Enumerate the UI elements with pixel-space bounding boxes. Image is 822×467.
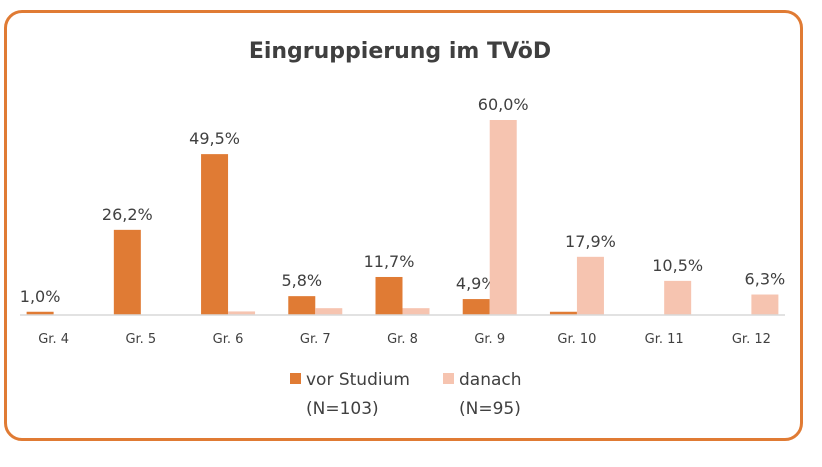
chart-title: Eingruppierung im TVöD	[249, 39, 551, 64]
bar-vor-studium-4	[288, 296, 316, 315]
x-tick-label-9: Gr. 12	[732, 332, 771, 347]
chart-frame	[4, 10, 803, 441]
data-label-danach-9: 6,3%	[745, 270, 786, 289]
legend-swatch-danach	[443, 373, 454, 384]
bar-vor-studium-3	[201, 154, 229, 315]
data-label-vor-studium-3: 49,5%	[189, 129, 240, 148]
bar-danach-9	[751, 294, 779, 315]
x-tick-label-1: Gr. 4	[38, 332, 69, 347]
bar-vor-studium-1	[26, 311, 54, 315]
x-tick-label-2: Gr. 5	[125, 332, 156, 347]
bar-danach-3	[228, 311, 256, 315]
legend-label-danach: danach	[459, 370, 522, 390]
bars-group: 1,0% 26,2% 49,5% 5,8% 11,7% 4,9% 60,0% 17,9% 10,…	[20, 95, 785, 315]
x-tick-label-5: Gr. 8	[387, 332, 418, 347]
bar-danach-8	[664, 280, 692, 315]
legend: vor Studium (N=103) danach (N=95)	[290, 370, 522, 419]
bar-vor-studium-6	[462, 299, 490, 315]
data-label-vor-studium-1: 1,0%	[20, 287, 61, 306]
data-label-vor-studium-2: 26,2%	[102, 205, 153, 224]
bar-vor-studium-7	[549, 311, 577, 315]
legend-label-vor-studium: vor Studium	[306, 370, 410, 390]
data-label-vor-studium-6: 4,9%	[456, 274, 497, 293]
bar-vor-studium-5	[375, 276, 403, 315]
data-label-vor-studium-5: 11,7%	[364, 252, 415, 271]
x-tick-label-4: Gr. 7	[300, 332, 331, 347]
x-tick-labels: Gr. 4 Gr. 5 Gr. 6 Gr. 7 Gr. 8 Gr. 9 Gr. 10 Gr. …	[38, 332, 771, 347]
x-tick-label-6: Gr. 9	[474, 332, 505, 347]
data-label-danach-6: 60,0%	[478, 95, 529, 114]
data-label-vor-studium-4: 5,8%	[281, 271, 322, 290]
x-tick-label-8: Gr. 11	[645, 332, 684, 347]
bar-danach-7	[576, 256, 604, 315]
bar-danach-5	[402, 308, 430, 315]
x-tick-label-7: Gr. 10	[557, 332, 596, 347]
data-label-danach-8: 10,5%	[652, 256, 703, 275]
bar-danach-6	[489, 120, 517, 315]
legend-swatch-vor-studium	[290, 373, 301, 384]
bar-vor-studium-2	[113, 229, 141, 315]
legend-n-vor-studium: (N=103)	[306, 399, 379, 419]
x-tick-label-3: Gr. 6	[213, 332, 244, 347]
legend-n-danach: (N=95)	[459, 399, 521, 419]
data-label-danach-7: 17,9%	[565, 232, 616, 251]
bar-danach-4	[315, 308, 343, 315]
